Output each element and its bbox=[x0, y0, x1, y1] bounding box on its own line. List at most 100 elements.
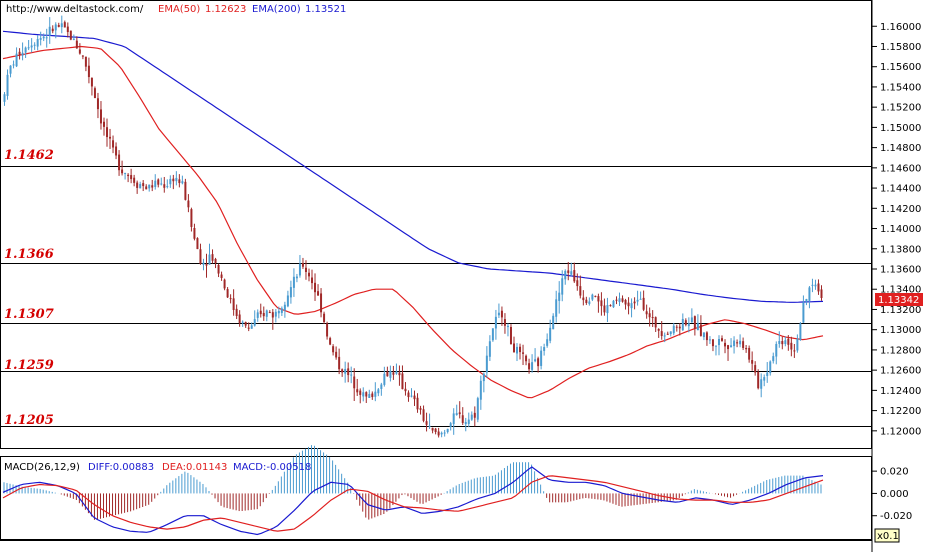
candle-up bbox=[54, 24, 57, 31]
candle-down bbox=[603, 305, 606, 313]
candle-up bbox=[549, 327, 552, 341]
candle-up bbox=[286, 295, 289, 307]
candle-down bbox=[199, 249, 202, 264]
candle-down bbox=[522, 352, 525, 354]
candle-up bbox=[497, 312, 500, 316]
candle-up bbox=[476, 398, 479, 420]
candle-up bbox=[558, 292, 561, 301]
candle-down bbox=[754, 365, 757, 373]
candle-down bbox=[724, 342, 727, 347]
candle-up bbox=[443, 432, 446, 434]
candle-down bbox=[519, 346, 522, 353]
current-price-value: 1.13342 bbox=[878, 295, 919, 306]
candle-up bbox=[298, 263, 301, 276]
candle-down bbox=[567, 270, 570, 274]
candle-down bbox=[633, 301, 636, 304]
macd-tick-label: 0.020 bbox=[880, 467, 909, 478]
candle-down bbox=[51, 28, 54, 32]
ema200-path bbox=[2, 30, 824, 303]
candle-down bbox=[115, 146, 118, 156]
candle-up bbox=[362, 392, 365, 397]
candle-up bbox=[488, 341, 491, 357]
scale-button[interactable] bbox=[874, 528, 900, 543]
candle-up bbox=[383, 373, 386, 385]
ema50-label: EMA(50) bbox=[158, 4, 200, 15]
candle-up bbox=[739, 340, 742, 345]
candle-up bbox=[3, 94, 6, 102]
candle-down bbox=[651, 317, 654, 319]
candle-down bbox=[341, 369, 344, 373]
candle-up bbox=[45, 37, 48, 39]
price-tick-label: 1.14000 bbox=[880, 224, 921, 235]
candle-down bbox=[338, 356, 341, 370]
scale-button-label[interactable]: x0.1 bbox=[877, 531, 899, 542]
candle-up bbox=[769, 361, 772, 374]
ema200-line bbox=[2, 30, 824, 303]
candle-up bbox=[482, 373, 485, 382]
candle-up bbox=[139, 184, 142, 189]
candle-down bbox=[573, 270, 576, 282]
price-tick-label: 1.14800 bbox=[880, 143, 921, 154]
candle-up bbox=[784, 340, 787, 345]
candle-down bbox=[75, 40, 78, 49]
macd-diff-label: DIFF:0.00883 bbox=[88, 462, 154, 473]
candle-up bbox=[696, 323, 699, 331]
candle-down bbox=[751, 360, 754, 364]
candle-down bbox=[645, 311, 648, 315]
candle-down bbox=[727, 345, 730, 350]
price-tick-label: 1.13800 bbox=[880, 244, 921, 255]
candle-down bbox=[642, 297, 645, 310]
candle-up bbox=[799, 323, 802, 341]
price-tick-label: 1.12400 bbox=[880, 386, 921, 397]
candle-down bbox=[392, 372, 395, 375]
candle-down bbox=[193, 228, 196, 239]
candle-down bbox=[127, 174, 130, 177]
candle-up bbox=[250, 325, 253, 329]
macd-dea-line bbox=[2, 475, 824, 532]
candle-down bbox=[654, 317, 657, 328]
candle-up bbox=[166, 186, 169, 188]
candle-down bbox=[503, 319, 506, 326]
candle-down bbox=[404, 388, 407, 392]
candle-down bbox=[615, 299, 618, 301]
current-price-tag bbox=[875, 293, 923, 306]
candle-up bbox=[672, 325, 675, 334]
candle-up bbox=[778, 341, 781, 344]
level-label-5: 1.1205 bbox=[4, 413, 54, 428]
candle-up bbox=[377, 389, 380, 394]
candle-down bbox=[106, 127, 109, 138]
candle-down bbox=[87, 65, 90, 78]
candle-down bbox=[317, 291, 320, 296]
candle-up bbox=[543, 347, 546, 351]
candle-up bbox=[42, 36, 45, 39]
candle-up bbox=[280, 308, 283, 313]
candle-down bbox=[112, 140, 115, 148]
macd-tick-label: 0.000 bbox=[880, 489, 909, 500]
candle-down bbox=[90, 77, 93, 87]
candle-up bbox=[730, 345, 733, 348]
candle-up bbox=[814, 284, 817, 287]
candle-down bbox=[597, 296, 600, 302]
ema200-label: EMA(200) bbox=[252, 4, 301, 15]
candle-up bbox=[368, 394, 371, 398]
candle-up bbox=[389, 370, 392, 378]
candle-down bbox=[582, 297, 585, 301]
candle-down bbox=[184, 181, 187, 200]
candle-up bbox=[21, 52, 24, 56]
candle-down bbox=[693, 316, 696, 329]
candle-down bbox=[528, 363, 531, 370]
source-url[interactable]: http://www.deltastock.com/ bbox=[6, 4, 144, 15]
candle-up bbox=[72, 38, 75, 40]
price-panel bbox=[0, 0, 872, 449]
price-tick-label: 1.15200 bbox=[880, 103, 921, 114]
candle-down bbox=[434, 428, 437, 432]
candle-up bbox=[796, 338, 799, 351]
candle-down bbox=[609, 305, 612, 307]
candle-up bbox=[630, 303, 633, 309]
candle-up bbox=[30, 45, 33, 48]
candle-down bbox=[57, 25, 60, 27]
candle-down bbox=[512, 343, 515, 353]
candle-up bbox=[169, 178, 172, 185]
candle-up bbox=[12, 64, 15, 66]
candle-up bbox=[690, 317, 693, 323]
